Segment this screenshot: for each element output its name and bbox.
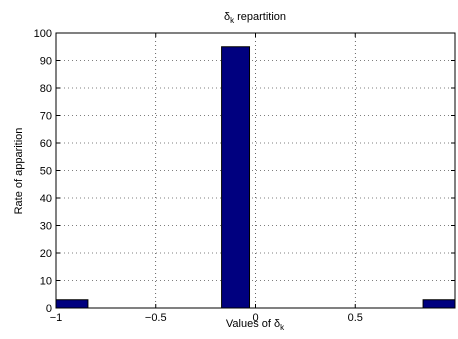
plot-frame	[55, 32, 456, 309]
histogram-bar	[422, 299, 456, 309]
grid	[56, 33, 455, 308]
x-tick-label: 0	[252, 312, 258, 324]
y-tick-label: 80	[40, 83, 52, 95]
x-tick-label: −0.5	[145, 312, 167, 324]
bars	[55, 46, 456, 309]
y-tick-label: 30	[40, 221, 52, 233]
y-tick-label: 50	[40, 166, 52, 178]
y-tick-label: 40	[40, 193, 52, 205]
tick-marks	[55, 32, 455, 309]
y-tick-label: 60	[40, 138, 52, 150]
y-tick-label: 0	[46, 303, 52, 315]
histogram-bar	[55, 299, 89, 309]
chart-title: δk repartition	[224, 11, 286, 25]
y-tick-labels: 0 10 20 30 40 50 60 70 80 90 100	[34, 28, 52, 315]
histogram-bar	[221, 46, 251, 309]
y-tick-label: 10	[40, 276, 52, 288]
y-tick-label: 90	[40, 56, 52, 68]
y-tick-label: 70	[40, 111, 52, 123]
x-tick-label: 0.5	[348, 312, 363, 324]
x-tick-label: −1	[50, 312, 63, 324]
x-tick-labels: −1 −0.5 0 0.5	[50, 312, 363, 324]
y-tick-label: 20	[40, 248, 52, 260]
y-tick-label: 100	[34, 28, 52, 40]
y-axis-label: Rate of apparition	[13, 128, 25, 215]
x-axis-label: Values of δk	[226, 318, 285, 332]
